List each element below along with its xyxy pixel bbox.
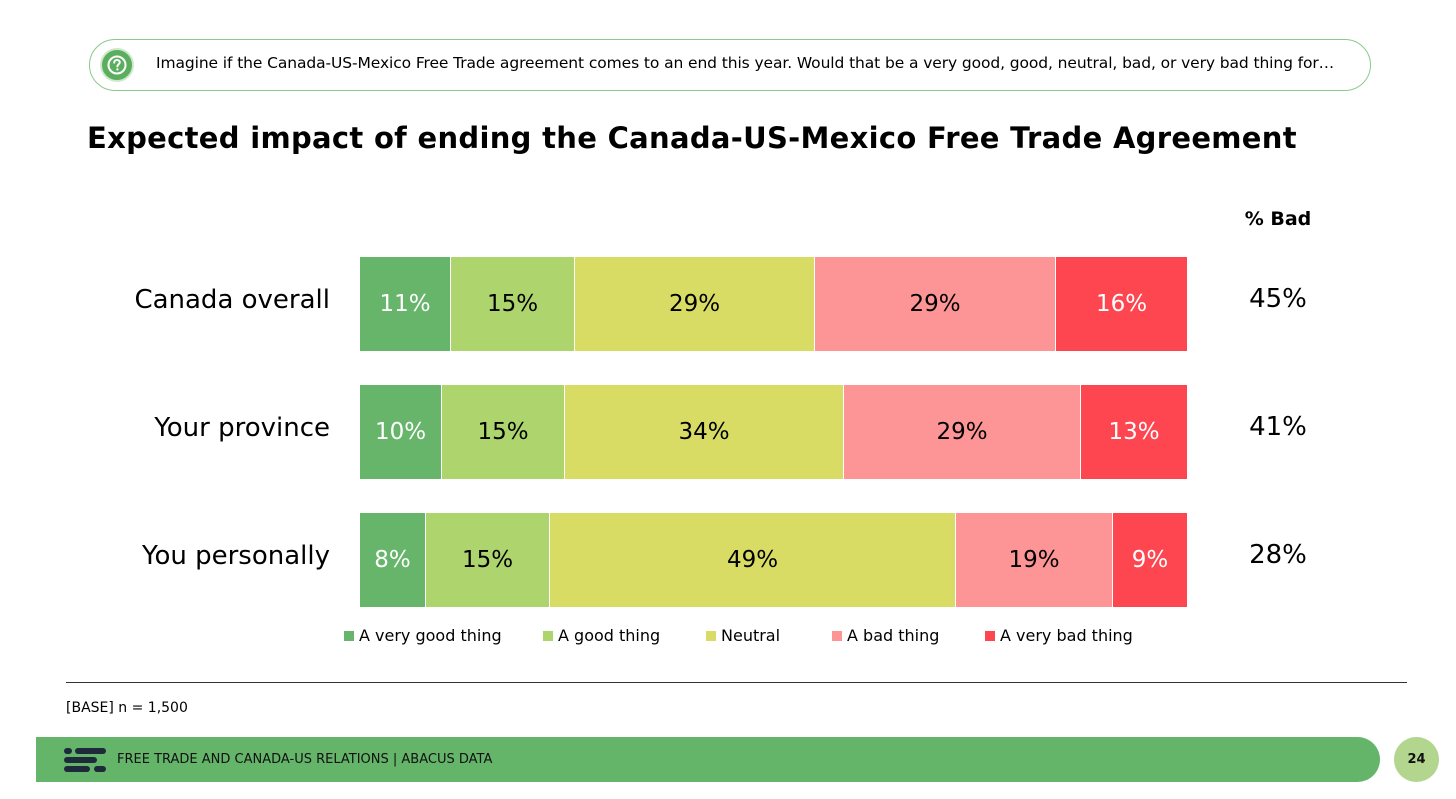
question-box: Imagine if the Canada-US-Mexico Free Tra…	[89, 39, 1371, 91]
legend-item: A good thing	[543, 626, 660, 645]
bar-segment: 15%	[451, 257, 575, 351]
chart-title: Expected impact of ending the Canada-US-…	[87, 121, 1297, 155]
legend-swatch	[706, 630, 716, 641]
legend-swatch	[985, 630, 995, 641]
pct-bad-value: 28%	[1249, 540, 1307, 570]
bar-segment: 9%	[1113, 513, 1188, 607]
bar-segment: 15%	[426, 513, 550, 607]
footer-text: FREE TRADE AND CANADA-US RELATIONS | ABA…	[117, 752, 493, 767]
legend-swatch	[344, 630, 354, 641]
bar-row: 8% 15% 49% 19% 9%	[360, 513, 1188, 607]
bar-segment: 29%	[844, 385, 1081, 479]
base-note: [BASE] n = 1,500	[66, 700, 188, 716]
bar-segment: 10%	[360, 385, 442, 479]
bar-row: 10% 15% 34% 29% 13%	[360, 385, 1188, 479]
category-label: Canada overall	[134, 285, 330, 315]
category-label: You personally	[142, 541, 330, 571]
pct-bad-value: 45%	[1249, 284, 1307, 314]
pct-bad-value: 41%	[1249, 412, 1307, 442]
legend-item: A very bad thing	[985, 626, 1133, 645]
category-label: Your province	[154, 413, 330, 443]
bar-segment: 13%	[1081, 385, 1188, 479]
page-number: 24	[1394, 737, 1439, 782]
bar-row: 11% 15% 29% 29% 16%	[360, 257, 1188, 351]
bar-segment: 34%	[565, 385, 844, 479]
legend-label: A bad thing	[847, 626, 940, 645]
abacus-logo-icon	[64, 748, 106, 776]
legend-label: A very good thing	[359, 626, 502, 645]
bar-segment: 29%	[575, 257, 815, 351]
footer-band: FREE TRADE AND CANADA-US RELATIONS | ABA…	[36, 737, 1380, 782]
pct-bad-header: % Bad	[1244, 208, 1312, 230]
bar-segment: 15%	[442, 385, 565, 479]
bar-segment: 19%	[956, 513, 1113, 607]
bar-segment: 11%	[360, 257, 451, 351]
question-text: Imagine if the Canada-US-Mexico Free Tra…	[156, 54, 1335, 72]
legend-item: Neutral	[706, 626, 780, 645]
footer-divider	[66, 682, 1407, 683]
legend-label: A good thing	[558, 626, 661, 645]
bar-segment: 16%	[1056, 257, 1188, 351]
legend-swatch	[832, 630, 842, 641]
bar-segment: 49%	[550, 513, 956, 607]
question-mark-icon	[100, 48, 134, 82]
legend-item: A bad thing	[832, 626, 939, 645]
legend-label: Neutral	[721, 626, 781, 645]
chart-legend: A very good thing A good thing Neutral A ba…	[0, 626, 1456, 648]
bar-segment: 8%	[360, 513, 426, 607]
legend-swatch	[543, 630, 553, 641]
bar-segment: 29%	[815, 257, 1056, 351]
legend-item: A very good thing	[344, 626, 502, 645]
legend-label: A very bad thing	[1000, 626, 1133, 645]
